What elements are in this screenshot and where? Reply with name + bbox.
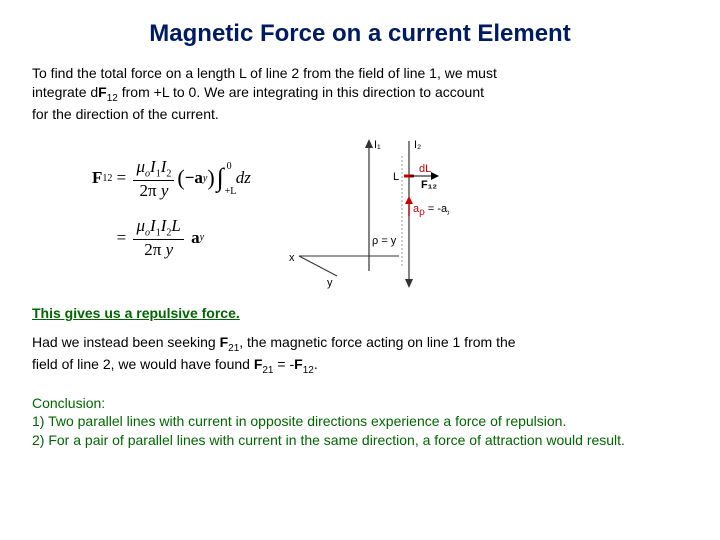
p2-dot: . — [314, 356, 318, 372]
para-F21: Had we instead been seeking F21, the mag… — [32, 333, 688, 378]
eq2-mu: μ — [136, 216, 145, 235]
p2-eq: = - — [274, 356, 295, 372]
I2-label: I₂ — [414, 139, 421, 151]
integral-sign: ∫0+L — [217, 163, 224, 193]
eq1-y: y — [157, 181, 169, 200]
force-diagram: x y I₁ I₂ dL F₁₂ L aρ = -ax ρ = y — [279, 136, 449, 296]
intro-text-4: for the direction of the current. — [32, 106, 219, 122]
eq2-2pi: 2π — [144, 240, 161, 259]
eq1-int-top: 0 — [227, 161, 232, 172]
conclusion-block: Conclusion: 1) Two parallel lines with c… — [32, 394, 688, 451]
intro-F: F — [98, 84, 107, 100]
eq2-y: y — [161, 240, 173, 259]
eq1-dz: dz — [236, 168, 251, 188]
eq1-lhs-sub: 12 — [102, 173, 112, 184]
F12-label: F₁₂ — [421, 179, 437, 191]
repulsive-note: This gives us a repulsive force. — [32, 304, 688, 323]
eq1-2: 2 — [166, 168, 171, 179]
conclusion-head: Conclusion: — [32, 395, 105, 411]
dL-label: dL — [419, 163, 431, 175]
arrow-I1 — [365, 139, 373, 148]
L-label: L — [393, 171, 399, 183]
p2-b: , the magnetic force acting on line 1 fr… — [239, 334, 515, 350]
page-title: Magnetic Force on a current Element — [32, 20, 688, 48]
intro-text-3: from +L to 0. We are integrating in this… — [118, 84, 484, 100]
a-rho-text: aρ = -ax — [413, 203, 449, 218]
intro-sub12: 12 — [107, 93, 118, 104]
intro-text-1: To find the total force on a length L of… — [32, 65, 497, 81]
conclusion-1: 1) Two parallel lines with current in op… — [32, 413, 566, 429]
eq1-fraction: μoI1I2 2π y — [133, 157, 174, 200]
equation-block: F12 = μoI1I2 2π y (−ay) ∫0+L dz F12 = μo… — [92, 136, 688, 296]
equation-1: F12 = μoI1I2 2π y (−ay) ∫0+L dz — [92, 157, 251, 200]
eq1-lhs: F — [92, 168, 102, 188]
a-rho-arrowhead — [405, 196, 413, 204]
I1-label: I₁ — [374, 139, 381, 151]
eq1-int-bot: +L — [225, 186, 237, 197]
eq2-L: L — [171, 216, 180, 235]
p2-F12: F — [294, 356, 303, 372]
p2-F21: F — [220, 334, 229, 350]
eq1-2pi: 2π — [139, 181, 156, 200]
equation-2: F12 = μoI1I2L 2π y ay — [92, 216, 251, 259]
eq1-neg-a: −a — [185, 168, 203, 188]
intro-text-2: integrate d — [32, 84, 98, 100]
rho-eq-y: ρ = y — [372, 235, 397, 247]
intro-paragraph: To find the total force on a length L of… — [32, 64, 688, 124]
equations-column: F12 = μoI1I2 2π y (−ay) ∫0+L dz F12 = μo… — [92, 157, 251, 276]
p2-sub21b: 21 — [262, 365, 273, 376]
y-axis — [299, 256, 337, 276]
p2-c: field of line 2, we would have found — [32, 356, 254, 372]
eq2-a-sub: y — [200, 232, 204, 243]
eq1-mu: μ — [136, 157, 145, 176]
p2-a: Had we instead been seeking — [32, 334, 220, 350]
eq2-fraction: μoI1I2L 2π y — [133, 216, 183, 259]
x-label: x — [289, 252, 295, 264]
p2-sub21: 21 — [228, 343, 239, 354]
eq2-a: a — [191, 228, 200, 248]
arrow-I2 — [405, 279, 413, 288]
conclusion-2: 2) For a pair of parallel lines with cur… — [32, 432, 625, 448]
p2-sub12: 12 — [303, 365, 314, 376]
y-label: y — [327, 277, 333, 289]
